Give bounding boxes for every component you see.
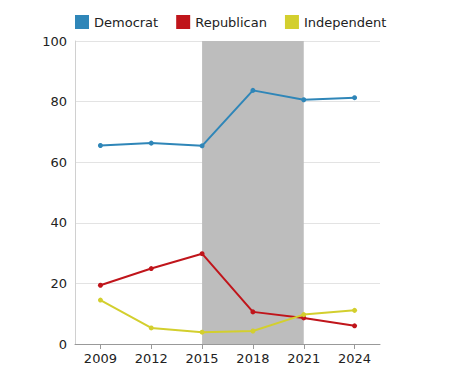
svg-text:40: 40	[50, 215, 67, 230]
svg-text:100: 100	[42, 34, 67, 49]
svg-text:20: 20	[50, 276, 67, 291]
svg-text:2012: 2012	[135, 351, 168, 366]
svg-text:60: 60	[50, 155, 67, 170]
svg-text:80: 80	[50, 94, 67, 109]
svg-text:2018: 2018	[236, 351, 269, 366]
svg-text:Republican: Republican	[195, 15, 267, 30]
svg-text:2009: 2009	[84, 351, 117, 366]
svg-text:Democrat: Democrat	[94, 15, 158, 30]
svg-text:2015: 2015	[186, 351, 219, 366]
svg-text:2024: 2024	[338, 351, 371, 366]
svg-text:0: 0	[59, 337, 67, 352]
svg-text:Independent: Independent	[304, 15, 386, 30]
svg-text:2021: 2021	[287, 351, 320, 366]
